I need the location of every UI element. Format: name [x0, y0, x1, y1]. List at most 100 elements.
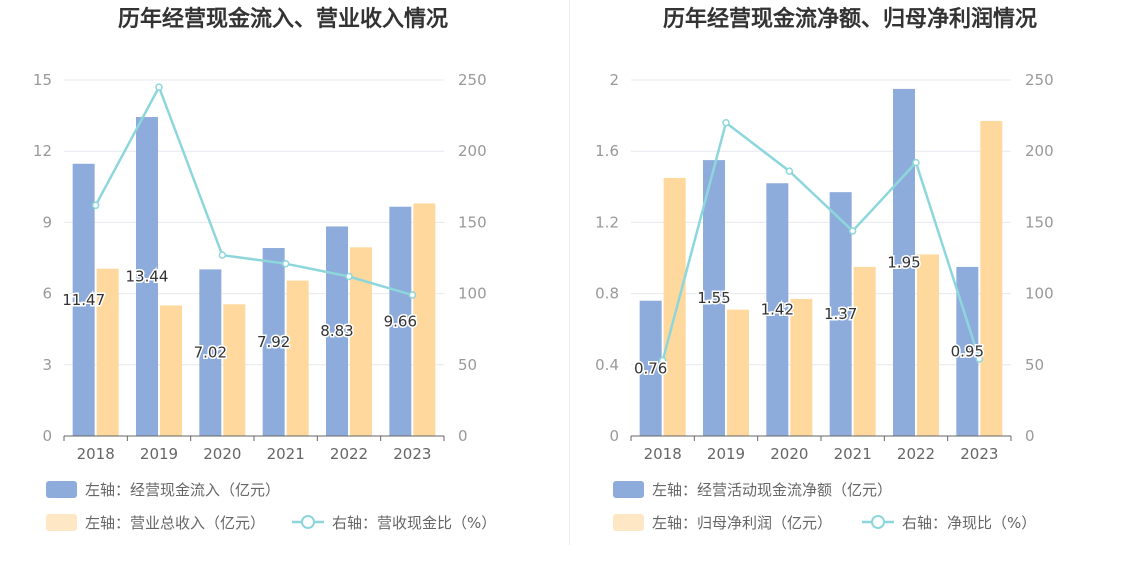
- legend-swatch-bar-primary: [613, 481, 644, 498]
- ratio-point: [218, 251, 227, 259]
- bar-primary: [199, 269, 222, 436]
- cash-inflow-revenue-chart: 历年经营现金流入、营业收入情况 0 0 3 50 6 100 9 150 12 200 15 250 20…: [33, 6, 496, 532]
- ratio-point: [912, 158, 920, 167]
- bar-primary: [829, 192, 852, 436]
- x-axis-tick-label: 2019: [707, 445, 745, 463]
- bar-data-label: 11.47: [62, 291, 105, 309]
- bar-primary: [72, 163, 95, 436]
- right-axis-tick-label: 200: [1025, 142, 1054, 160]
- legend-swatch-bar-primary: [46, 481, 77, 498]
- right-axis-tick-label: 100: [458, 285, 487, 303]
- right-axis-tick-label: 0: [1025, 427, 1035, 445]
- bar-primary: [893, 88, 915, 437]
- panel-divider: [569, 0, 570, 545]
- bar-secondary: [96, 268, 119, 436]
- bar-data-label: 7.92: [257, 333, 290, 351]
- legend-label: 右轴：营收现金比（%）: [332, 514, 496, 532]
- bar-data-label: 0.76: [634, 359, 667, 377]
- ratio-point: [91, 201, 100, 210]
- bar-data-label: 0.95: [951, 342, 984, 360]
- left-axis-tick-label: 3: [42, 356, 52, 374]
- bar-secondary: [286, 280, 309, 436]
- bar-data-label: 7.02: [194, 344, 227, 362]
- bar-secondary: [980, 120, 1003, 436]
- bar-primary: [766, 183, 789, 436]
- left-axis-tick-label: 1.6: [595, 142, 619, 160]
- ratio-point: [408, 291, 417, 299]
- legend-swatch-bar-secondary: [613, 514, 644, 531]
- left-axis-tick-label: 9: [42, 213, 52, 231]
- x-axis-tick-label: 2021: [267, 445, 305, 463]
- legend-swatch-bar-secondary: [46, 514, 77, 531]
- bar-primary: [389, 206, 412, 436]
- bar-secondary: [663, 177, 686, 436]
- right-axis-tick-label: 100: [1025, 285, 1054, 303]
- legend-label: 左轴：归母净利润（亿元）: [652, 514, 832, 532]
- bar-data-label: 8.83: [320, 322, 353, 340]
- right-axis-tick-label: 50: [458, 356, 477, 374]
- legend-swatch-line-marker: [871, 515, 885, 529]
- x-axis-tick-label: 2018: [644, 445, 682, 463]
- x-axis-tick-label: 2019: [140, 445, 178, 463]
- bar-data-label: 1.42: [761, 301, 794, 319]
- left-axis-tick-label: 12: [33, 142, 52, 160]
- bar-primary: [639, 300, 662, 436]
- bar-data-label: 1.95: [887, 253, 920, 271]
- bar-primary: [262, 248, 285, 436]
- x-axis-tick-label: 2020: [203, 445, 241, 463]
- right-axis-tick-label: 0: [458, 427, 468, 445]
- left-axis-tick-label: 6: [42, 285, 52, 303]
- right-axis-tick-label: 250: [1025, 71, 1054, 89]
- ratio-line: [94, 84, 413, 297]
- legend-swatch-line-marker: [301, 515, 315, 529]
- chart-title: 历年经营现金流入、营业收入情况: [118, 6, 448, 32]
- bar-primary: [956, 266, 979, 436]
- left-axis-tick-label: 0.4: [595, 356, 619, 374]
- right-axis-tick-label: 250: [458, 71, 487, 89]
- ratio-point: [658, 356, 667, 365]
- ratio-point: [722, 118, 730, 127]
- right-axis-tick-label: 150: [458, 213, 487, 231]
- x-axis-tick-label: 2020: [770, 445, 808, 463]
- bar-data-label: 13.44: [126, 268, 169, 286]
- bar-primary: [703, 160, 725, 436]
- legend-label: 左轴：经营现金流入（亿元）: [85, 481, 280, 499]
- ratio-point: [848, 227, 857, 235]
- ratio-point: [345, 272, 353, 281]
- bar-secondary: [413, 203, 436, 436]
- x-axis-tick-label: 2018: [77, 445, 115, 463]
- bar-primary: [326, 226, 348, 436]
- ratio-point: [281, 259, 290, 268]
- bar-secondary: [917, 254, 939, 436]
- x-axis-tick-label: 2022: [897, 445, 935, 463]
- x-axis-tick-label: 2023: [393, 445, 431, 463]
- legend-label: 左轴：营业总收入（亿元）: [85, 514, 265, 532]
- left-axis-tick-label: 2: [609, 71, 619, 89]
- x-axis-tick-label: 2023: [960, 445, 998, 463]
- left-axis-tick-label: 1.2: [595, 213, 619, 231]
- bar-primary: [136, 117, 158, 437]
- bar-secondary: [350, 247, 372, 436]
- left-axis-tick-label: 0: [42, 427, 52, 445]
- left-axis-tick-label: 0: [609, 427, 619, 445]
- bar-secondary: [727, 309, 749, 436]
- right-axis-tick-label: 150: [1025, 213, 1054, 231]
- right-axis-tick-label: 50: [1025, 356, 1044, 374]
- bar-secondary: [790, 298, 813, 436]
- left-axis-tick-label: 0.8: [595, 285, 619, 303]
- chart-svg-left: 历年经营现金流入、营业收入情况 0 0 3 50 6 100 9 150 12 200 15 250 20…: [33, 6, 496, 532]
- legend-label: 左轴：经营活动现金流净额（亿元）: [652, 481, 892, 499]
- bar-data-label: 1.55: [697, 289, 730, 307]
- chart-svg-right: 历年经营现金流净额、归母净利润情况 0 0 0.4 50 0.8 100 1.2 150 1.6 2…: [595, 6, 1054, 532]
- chart-title: 历年经营现金流净额、归母净利润情况: [663, 6, 1037, 32]
- ratio-line: [661, 120, 981, 361]
- bar-secondary: [160, 305, 182, 436]
- bar-data-label: 9.66: [384, 312, 417, 330]
- legend-label: 右轴：净现比（%）: [902, 514, 1036, 532]
- ratio-point: [785, 167, 794, 175]
- ratio-point: [155, 83, 163, 91]
- x-axis-tick-label: 2021: [834, 445, 872, 463]
- bar-data-label: 1.37: [824, 305, 857, 323]
- ratio-point: [975, 355, 984, 363]
- right-axis-tick-label: 200: [458, 142, 487, 160]
